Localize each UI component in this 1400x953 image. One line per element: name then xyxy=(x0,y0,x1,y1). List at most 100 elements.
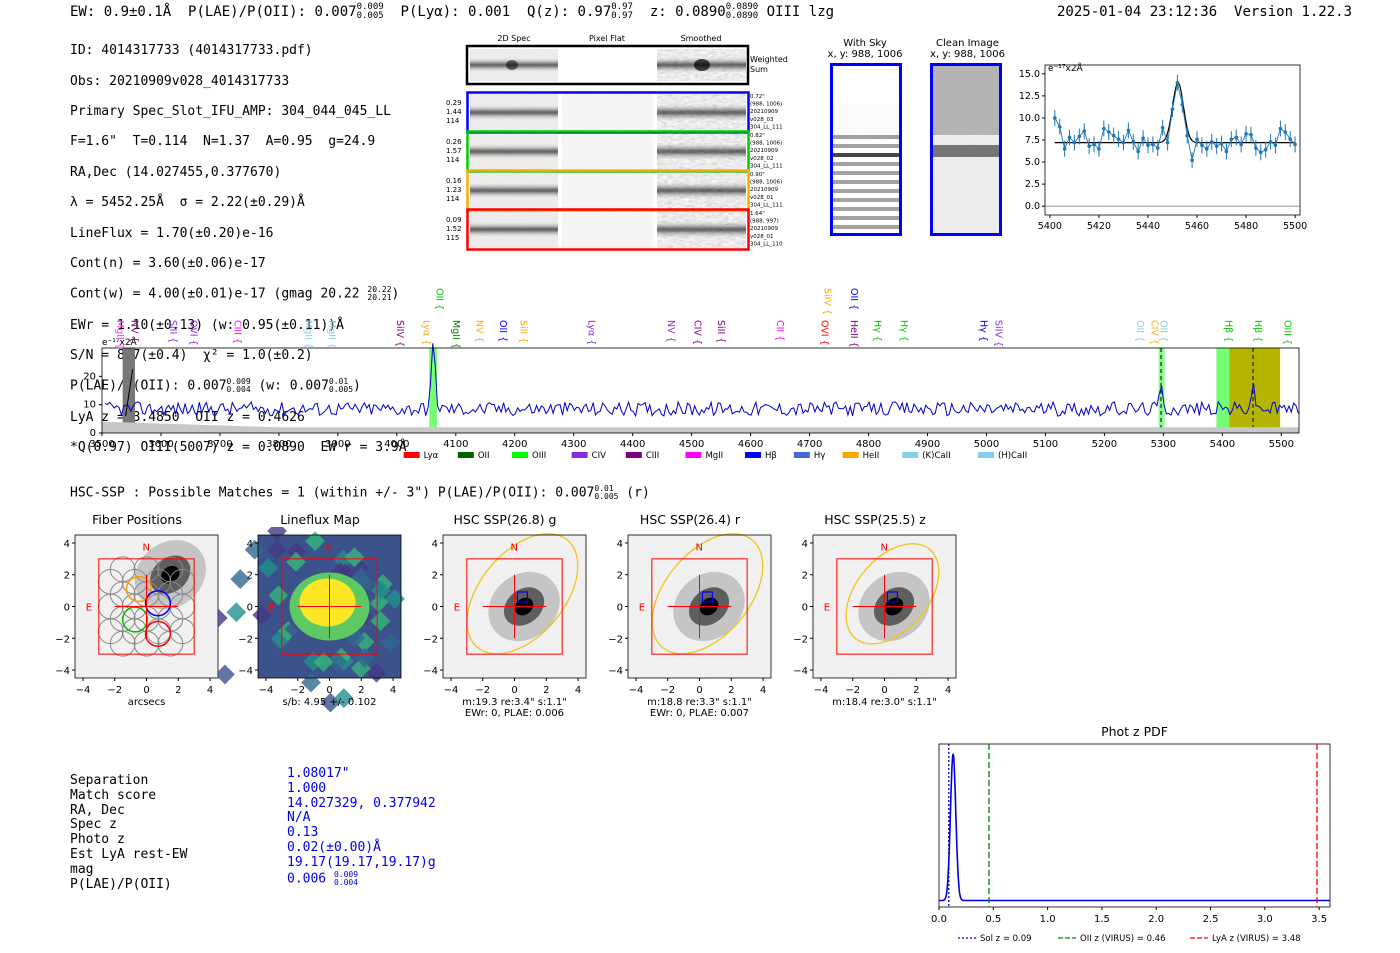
col-2d-spec: 2D Spec xyxy=(497,34,530,43)
zoom-xtick-label: 5420 xyxy=(1087,221,1111,232)
header-z-tail: OIII lzg xyxy=(766,4,835,20)
zoom-xtick-label: 5400 xyxy=(1038,221,1062,232)
line-label-hγ: Hγ { xyxy=(872,320,883,342)
spectrum-xtick-label: 3800 xyxy=(266,439,291,450)
zoom-point xyxy=(1205,147,1209,151)
legend-swatch xyxy=(685,452,702,458)
legend-label: CIII xyxy=(646,451,659,461)
sky-stripe-9 xyxy=(832,216,900,220)
zoom-frame xyxy=(1044,64,1301,216)
panel-plot-3: N E 4 2 0 −2 −4 −4 −2 0 2 4 m:18.8 re:3.3" s:1.1"EWr… xyxy=(608,533,772,719)
zoom-point xyxy=(1053,116,1057,120)
search-box xyxy=(281,558,378,655)
panel-ytick-label: 0 xyxy=(802,603,808,614)
panel-ytick-label: 2 xyxy=(617,571,623,582)
panel-ytick-label: −2 xyxy=(238,634,253,645)
line-label-siiv: SiIV { xyxy=(992,320,1003,347)
cutout-grid: 2D Spec Pixel Flat Smoothed Weighted Sum… xyxy=(446,34,788,251)
header-summary: EW: 0.9±0.1Å P(LAE)/P(OII): 0.0070.009 0.… xyxy=(70,3,834,21)
compass-n: N xyxy=(326,543,333,554)
match-label-photoz: Photo z xyxy=(70,832,125,848)
cutout-left-3-1: 1.52 xyxy=(446,225,462,233)
compass-n: N xyxy=(696,543,703,554)
panel-xtick-label: −4 xyxy=(444,685,459,696)
spectrum-xtick-label: 4900 xyxy=(915,439,940,450)
info-cont-w-hi: 20.22 xyxy=(367,285,392,295)
zoom-point xyxy=(1234,135,1239,140)
panel-ytick-label: 4 xyxy=(247,539,253,550)
zoom-point xyxy=(1106,130,1111,134)
zoom-fit-line xyxy=(1054,82,1296,144)
compass-n: N xyxy=(143,543,150,554)
line-label-mgii: MgII { xyxy=(302,320,313,349)
zoom-ylabel: e⁻¹⁷x2Å xyxy=(1048,62,1084,74)
cutout-right-0-2: 20210909 xyxy=(750,109,778,115)
legend-item-9: (K)CaII xyxy=(902,451,951,461)
header-right: 2025-01-04 23:12:36 Version 1.22.3 xyxy=(1057,4,1352,20)
spectrum-xtick-label: 4800 xyxy=(856,439,881,450)
zoom-point xyxy=(1151,142,1155,147)
phot-z-pdf-chart: Phot z PDF 0.0 0.5 1.0 1.5 2.0 2.5 3.0 3.5 Sol z … xyxy=(931,724,1331,944)
col-smoothed: Smoothed xyxy=(681,34,722,43)
panel-ytick-label: 2 xyxy=(64,571,70,582)
line-label-mgii: MgII { xyxy=(450,320,461,349)
panel-ytick-label: −4 xyxy=(238,666,253,677)
line-label-siiv: SiIV { xyxy=(394,320,405,347)
zoom-point xyxy=(1116,137,1121,141)
zoom-point xyxy=(1092,142,1096,147)
zoom-point xyxy=(1136,149,1140,154)
panel-ytick-label: −4 xyxy=(423,666,438,677)
cutout-flat-3 xyxy=(562,211,653,248)
cutout-right-0-4: 304_LL_111 xyxy=(750,124,783,130)
spectrum-ylabel: e⁻¹⁷x2Å xyxy=(102,336,138,348)
match-labels: Separation Match score RA, Dec Spec z Ph… xyxy=(70,773,187,892)
line-label-oiii: OIII { xyxy=(1281,320,1292,345)
legend-swatch xyxy=(512,452,529,458)
sky-stripe-7 xyxy=(832,198,900,202)
match-value-photoz: 0.13 xyxy=(287,825,319,841)
search-box xyxy=(98,558,195,655)
cutout-right-1-0: 0.82" xyxy=(750,133,765,139)
line-label-ovi: OVI { xyxy=(188,320,199,346)
panel-xtick-label: 4 xyxy=(390,685,396,696)
fiber-highlight-1 xyxy=(144,590,172,617)
lineflux-cell xyxy=(226,602,247,623)
zoom-point xyxy=(1244,132,1248,136)
match-value-score: 1.000 xyxy=(287,780,327,796)
cutout-left-0-0: 0.29 xyxy=(446,99,462,107)
zoom-point xyxy=(1288,137,1292,141)
line-label-oii: OII { xyxy=(1134,320,1145,342)
pdf-curve xyxy=(939,753,1330,902)
zoom-point xyxy=(1077,134,1082,139)
compass-e: E xyxy=(269,603,275,614)
panel-ytick-label: −2 xyxy=(423,634,438,645)
cutout-left-2-2: 114 xyxy=(446,195,460,203)
panel-title-0: Fiber Positions xyxy=(92,512,182,527)
zoom-point xyxy=(1111,133,1116,138)
line-label-hγ: Hγ { xyxy=(978,320,989,342)
oiii-highlight-1 xyxy=(1216,348,1230,433)
cutout-flat-2 xyxy=(562,172,653,209)
hsc-summary-text: HSC-SSP : Possible Matches = 1 (within +… xyxy=(70,485,595,501)
spectrum-xtick-label: 3900 xyxy=(325,439,350,450)
detection-info: ID: 4014317733 (4014317733.pdf) Obs: 202… xyxy=(70,28,407,470)
panel-xtick-label: 4 xyxy=(575,685,581,696)
match-plae-hi: 0.009 xyxy=(333,869,359,879)
line-label-hβ: Hβ { xyxy=(1222,320,1233,342)
cutout-flat-0 xyxy=(562,94,653,131)
legend-swatch xyxy=(571,452,588,458)
panel-caption-2: EWr: 0, PLAE: 0.007 xyxy=(650,708,749,717)
line-label-civ: CIV { xyxy=(692,320,703,345)
legend-label: (H)CaII xyxy=(998,451,1027,461)
cutout-right-3-0: 1.64" xyxy=(750,211,765,217)
cutout-left-0-1: 1.44 xyxy=(446,108,462,116)
zoom-point xyxy=(1209,139,1214,144)
zoom-point xyxy=(1190,158,1194,163)
full-spectrum-chart: 0 10 20 3500 3600 3700 3800 3900 4000 4100 4200 430… xyxy=(83,288,1300,461)
cutout-left-2-0: 0.16 xyxy=(446,177,462,185)
cutout-right-0-1: (988, 1006) xyxy=(750,102,782,108)
match-value-lya-ew: 0.02(±0.00)Å xyxy=(287,839,381,855)
lineflux-core xyxy=(299,578,356,627)
panel-xtick-label: −4 xyxy=(259,685,274,696)
